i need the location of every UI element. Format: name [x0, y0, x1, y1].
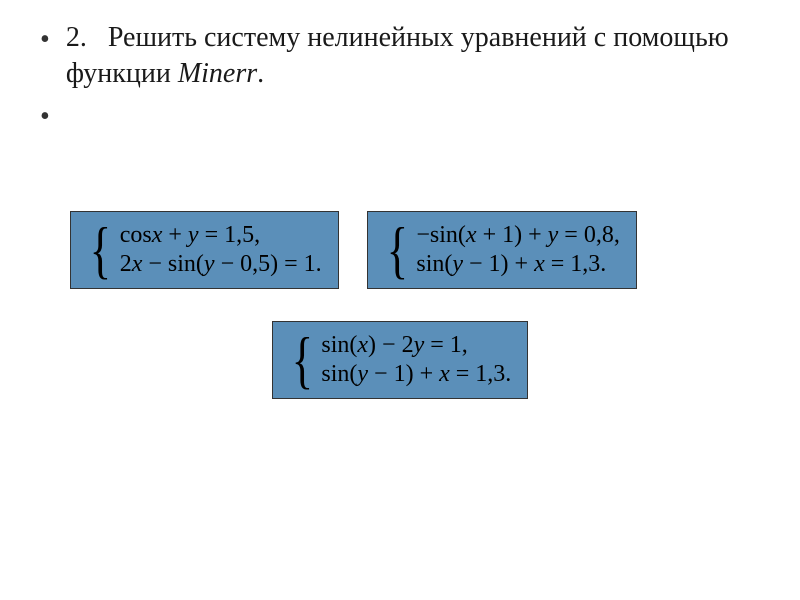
equations-row-1: { cosx + y = 1,5, 2x − sin(y − 0,5) = 1.…: [70, 211, 760, 289]
eq-lines-2: −sin(x + 1) + y = 0,8, sin(y − 1) + x = …: [416, 222, 619, 278]
equation-system-2: { −sin(x + 1) + y = 0,8, sin(y − 1) + x …: [367, 211, 637, 289]
task-text: 2. Решить систему нелинейных уравнений с…: [66, 20, 760, 93]
task-body-1: Решить систему нелинейных уравнений с по…: [66, 22, 729, 89]
eq3-line2: sin(y − 1) + x = 1,3.: [321, 361, 511, 388]
brace-1: {: [90, 224, 112, 275]
brace-2: {: [386, 224, 408, 275]
eq3-line1: sin(x) − 2y = 1,: [321, 332, 511, 359]
eq2-line1: −sin(x + 1) + y = 0,8,: [416, 222, 619, 249]
equations-row-2: { sin(x) − 2y = 1, sin(y − 1) + x = 1,3.: [40, 321, 760, 399]
bullet-2: •: [40, 103, 50, 131]
task-minerr: Minerr: [178, 58, 257, 89]
eq2-line2: sin(y − 1) + x = 1,3.: [416, 251, 619, 278]
equation-system-1: { cosx + y = 1,5, 2x − sin(y − 0,5) = 1.: [70, 211, 339, 289]
equation-system-3: { sin(x) − 2y = 1, sin(y − 1) + x = 1,3.: [272, 321, 529, 399]
task-body-3: .: [257, 58, 264, 89]
brace-3: {: [291, 334, 313, 385]
eq-lines-1: cosx + y = 1,5, 2x − sin(y − 0,5) = 1.: [120, 222, 322, 278]
task-line-2: •: [40, 97, 760, 131]
task-line-1: • 2. Решить систему нелинейных уравнений…: [40, 20, 760, 93]
bullet-1: •: [40, 26, 50, 54]
eq1-line2: 2x − sin(y − 0,5) = 1.: [120, 251, 322, 278]
task-number: 2.: [66, 22, 87, 53]
eq-lines-3: sin(x) − 2y = 1, sin(y − 1) + x = 1,3.: [321, 332, 511, 388]
eq1-line1: cosx + y = 1,5,: [120, 222, 322, 249]
